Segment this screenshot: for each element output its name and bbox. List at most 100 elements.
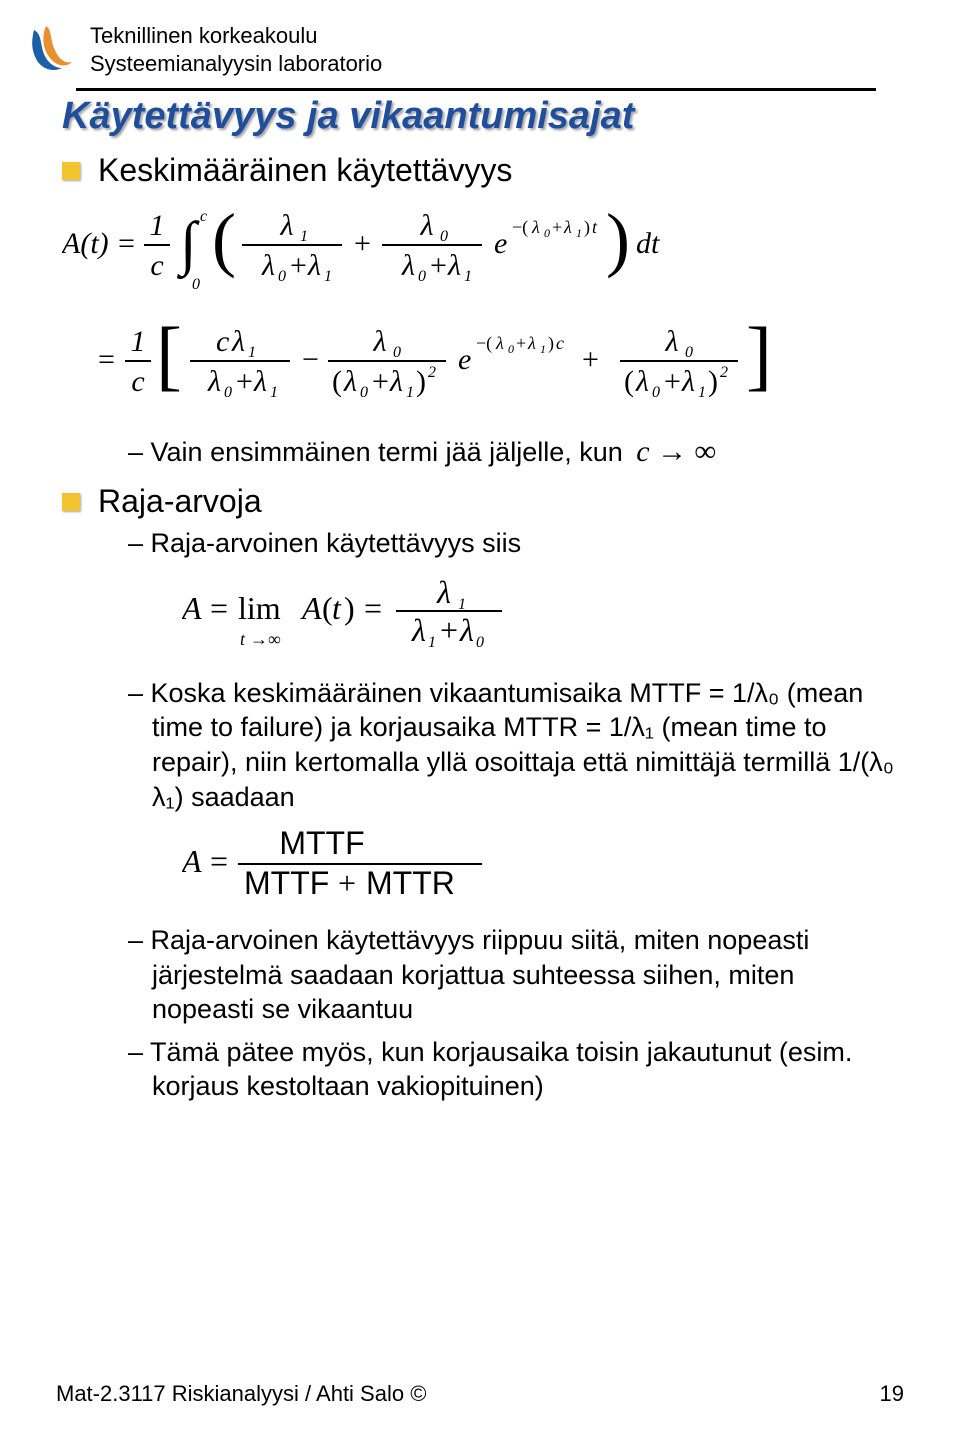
- svg-text:1: 1: [300, 228, 308, 245]
- sub-vain: Vain ensimmäinen termi jää jäljelle, kun…: [62, 433, 898, 471]
- svg-text:+: +: [582, 343, 599, 376]
- svg-text:λ: λ: [307, 249, 321, 282]
- svg-text:λ: λ: [343, 365, 357, 398]
- svg-text:lim: lim: [238, 590, 281, 626]
- slide-footer: Mat-2.3117 Riskianalyysi / Ahti Salo © 1…: [56, 1381, 904, 1407]
- header-line1: Teknillinen korkeakoulu: [90, 22, 382, 50]
- equation-3: A = lim t →∞ A(t) = λ1 λ1 + λ0: [62, 569, 898, 664]
- svg-text:): ): [708, 365, 718, 398]
- c-to-infinity: c → ∞: [636, 435, 716, 468]
- svg-text:−(: −(: [476, 333, 492, 354]
- svg-text:λ: λ: [563, 217, 572, 237]
- bullet-1: Keskimääräinen käytettävyys: [62, 152, 898, 189]
- svg-text:(: (: [332, 365, 342, 398]
- bullet-square-icon: [62, 493, 80, 511]
- svg-text:λ: λ: [531, 217, 540, 237]
- svg-text:+: +: [338, 865, 356, 901]
- svg-text:c: c: [200, 208, 207, 225]
- svg-text:0: 0: [685, 344, 693, 361]
- footer-left: Mat-2.3117 Riskianalyysi / Ahti Salo ©: [56, 1381, 426, 1407]
- svg-text:1: 1: [131, 325, 146, 358]
- flame-logo-icon: [28, 20, 76, 72]
- svg-text:λ: λ: [681, 365, 695, 398]
- bullet-2-text: Raja-arvoja: [98, 483, 262, 520]
- svg-text:−(: −(: [512, 217, 528, 238]
- svg-text:0: 0: [224, 384, 232, 401]
- svg-text:+: +: [372, 365, 389, 398]
- svg-text:1: 1: [150, 209, 165, 242]
- svg-text:λ: λ: [411, 612, 426, 648]
- svg-text:dt: dt: [636, 227, 660, 260]
- equation-4: A = MTTF MTTF + MTTR: [62, 822, 898, 911]
- svg-text:1: 1: [248, 344, 256, 361]
- svg-text:): ): [606, 199, 630, 279]
- svg-text:=: =: [210, 843, 228, 879]
- svg-text:): ): [416, 365, 426, 398]
- bullet-square-icon: [62, 162, 80, 180]
- svg-text:+: +: [664, 365, 681, 398]
- svg-text:0: 0: [508, 342, 514, 356]
- svg-text:+: +: [290, 249, 307, 282]
- svg-text:0: 0: [192, 276, 200, 293]
- header-text: Teknillinen korkeakoulu Systeemianalyysi…: [90, 20, 382, 77]
- svg-text:λ: λ: [280, 209, 294, 242]
- svg-text:+: +: [516, 333, 526, 353]
- svg-text:λ: λ: [389, 365, 403, 398]
- svg-text:[: [: [156, 311, 182, 398]
- equation-1: A(t) = 1 c ∫ c 0 ( λ1 λ0 + λ1 + λ0 λ0 + …: [62, 195, 898, 295]
- sub-koska: Koska keskimääräinen vikaantumisaika MTT…: [62, 676, 898, 814]
- svg-text:MTTR: MTTR: [366, 865, 455, 901]
- svg-text:0: 0: [418, 268, 426, 285]
- svg-text:λ: λ: [459, 612, 474, 648]
- svg-text:+: +: [430, 249, 447, 282]
- svg-text:MTTF: MTTF: [279, 825, 364, 861]
- svg-text:): ): [344, 590, 355, 626]
- svg-text:0: 0: [278, 268, 286, 285]
- svg-text:λ: λ: [665, 325, 679, 358]
- svg-text:λ: λ: [401, 249, 415, 282]
- svg-text:=: =: [364, 590, 382, 626]
- page-header: Teknillinen korkeakoulu Systeemianalyysi…: [0, 0, 960, 77]
- svg-text:MTTF: MTTF: [244, 865, 329, 901]
- svg-text:1: 1: [576, 226, 582, 240]
- svg-text:e: e: [458, 343, 471, 376]
- header-line2: Systeemianalyysin laboratorio: [90, 50, 382, 78]
- svg-text:+: +: [236, 365, 253, 398]
- bullet-1-text: Keskimääräinen käytettävyys: [98, 152, 512, 189]
- slide-title: Käytettävyys ja vikaantumisajat: [62, 95, 898, 138]
- svg-text:c: c: [150, 249, 163, 282]
- svg-text:0: 0: [476, 634, 484, 651]
- svg-text:=: =: [210, 590, 228, 626]
- svg-text:A(t) =: A(t) =: [62, 227, 136, 260]
- svg-text:1: 1: [324, 268, 332, 285]
- svg-text:c: c: [216, 325, 229, 358]
- svg-text:1: 1: [270, 384, 278, 401]
- svg-text:λ: λ: [253, 365, 267, 398]
- svg-text:λ: λ: [207, 365, 221, 398]
- svg-text:+: +: [552, 217, 562, 237]
- equation-2: = 1 c [ cλ1 λ0 + λ1 − λ0 ( λ0 + λ1 ) 2 e: [62, 309, 898, 419]
- svg-text:λ: λ: [436, 574, 451, 610]
- svg-text:λ: λ: [420, 209, 434, 242]
- svg-text:t: t: [332, 590, 342, 626]
- svg-text:1: 1: [698, 384, 706, 401]
- svg-text:λ: λ: [495, 333, 504, 353]
- header-underline: [76, 88, 876, 91]
- svg-text:1: 1: [464, 268, 472, 285]
- svg-text:0: 0: [652, 384, 660, 401]
- svg-text:e: e: [494, 227, 507, 260]
- svg-text:1: 1: [540, 342, 546, 356]
- svg-text:+: +: [354, 227, 371, 260]
- svg-text:+: +: [440, 612, 458, 648]
- svg-text:(: (: [624, 365, 634, 398]
- sub-vain-text: Vain ensimmäinen termi jää jäljelle, kun: [151, 437, 623, 467]
- sub-riippuu: Raja-arvoinen käytettävyys riippuu siitä…: [62, 923, 898, 1027]
- svg-text:λ: λ: [527, 333, 536, 353]
- svg-text:c: c: [131, 365, 144, 398]
- svg-text:λ: λ: [261, 249, 275, 282]
- sub-raja-siis: Raja-arvoinen käytettävyys siis: [62, 526, 898, 561]
- svg-text:2: 2: [720, 364, 728, 381]
- svg-text:λ: λ: [231, 325, 245, 358]
- svg-text:): ): [584, 217, 590, 238]
- svg-text:t: t: [592, 217, 598, 237]
